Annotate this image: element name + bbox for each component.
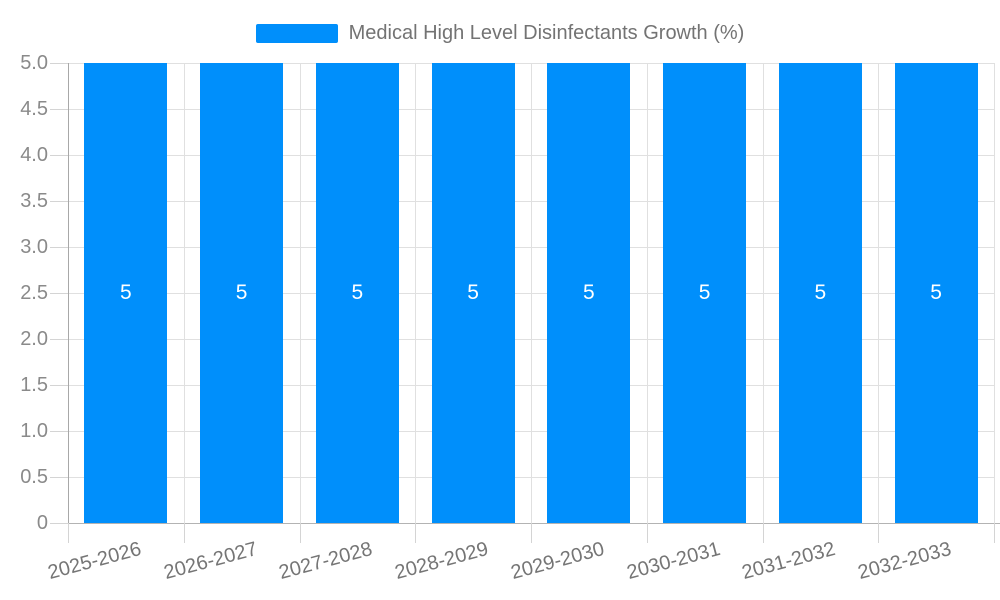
y-axis-tick — [50, 201, 68, 202]
gridline-vertical — [415, 63, 417, 523]
bar-value-label: 5 — [235, 281, 248, 304]
x-axis-tick — [415, 523, 417, 543]
y-axis-tick-label: 5.0 — [20, 52, 48, 74]
bar[interactable]: 5 — [778, 63, 862, 523]
gridline-vertical — [646, 63, 648, 523]
y-axis-line — [68, 63, 69, 523]
y-axis-tick-label: 1.0 — [20, 420, 48, 442]
legend-label: Medical High Level Disinfectants Growth … — [348, 22, 745, 44]
y-axis-tick-label: 3.0 — [20, 236, 48, 258]
y-axis-tick-label: 0.5 — [20, 466, 48, 488]
y-axis-tick — [50, 63, 68, 64]
gridline-vertical — [762, 63, 764, 523]
y-axis-tick-label: 4.5 — [20, 98, 48, 120]
y-axis-tick — [50, 477, 68, 478]
bar-value-label: 5 — [467, 281, 479, 304]
bar-value-label: 5 — [930, 281, 942, 304]
bar-value-label: 5 — [583, 281, 595, 304]
x-axis-tick — [68, 523, 69, 543]
y-axis-tick — [50, 523, 68, 524]
bar[interactable]: 5 — [663, 63, 747, 523]
y-axis-tick — [50, 339, 68, 340]
gridline-vertical — [878, 63, 880, 523]
bar[interactable]: 5 — [431, 63, 515, 523]
y-axis-tick — [50, 109, 68, 110]
plot-area: 5 5 5 5 5 5 5 5 — [68, 63, 995, 523]
y-axis-tick — [50, 431, 68, 432]
x-axis-tick — [646, 523, 648, 543]
y-axis-tick — [50, 293, 68, 294]
gridline-vertical — [994, 63, 995, 523]
bar[interactable]: 5 — [547, 63, 631, 523]
bar[interactable]: 5 — [315, 63, 399, 523]
y-axis-tick — [50, 247, 68, 248]
y-axis-tick-label: 0 — [36, 512, 48, 534]
y-axis-tick-label: 4.0 — [20, 144, 48, 166]
x-axis-tick — [183, 523, 185, 543]
y-axis-tick — [50, 155, 68, 156]
y-axis-tick-label: 2.0 — [20, 328, 48, 350]
x-axis-tick — [878, 523, 880, 543]
y-axis-tick — [50, 385, 68, 386]
gridline-vertical — [531, 63, 532, 523]
x-axis-tick — [762, 523, 764, 543]
y-axis-tick-label: 2.5 — [20, 282, 48, 304]
x-axis-tick — [994, 523, 995, 543]
y-axis-tick-label: 3.5 — [20, 190, 48, 212]
gridline-vertical — [299, 63, 301, 523]
x-axis-tick — [531, 523, 532, 543]
bar-value-label: 5 — [351, 281, 364, 304]
bar-value-label: 5 — [814, 281, 827, 304]
x-axis-line — [68, 523, 1000, 524]
bar[interactable]: 5 — [200, 63, 284, 523]
bar-value-label: 5 — [698, 281, 711, 304]
x-axis-tick — [299, 523, 301, 543]
legend-item[interactable]: Medical High Level Disinfectants Growth … — [0, 22, 1000, 45]
y-axis-tick-label: 1.5 — [20, 374, 48, 396]
bar-value-label: 5 — [120, 281, 132, 304]
gridline-vertical — [183, 63, 185, 523]
bar[interactable]: 5 — [894, 63, 978, 523]
bar[interactable]: 5 — [84, 63, 168, 523]
legend-marker — [255, 24, 338, 43]
